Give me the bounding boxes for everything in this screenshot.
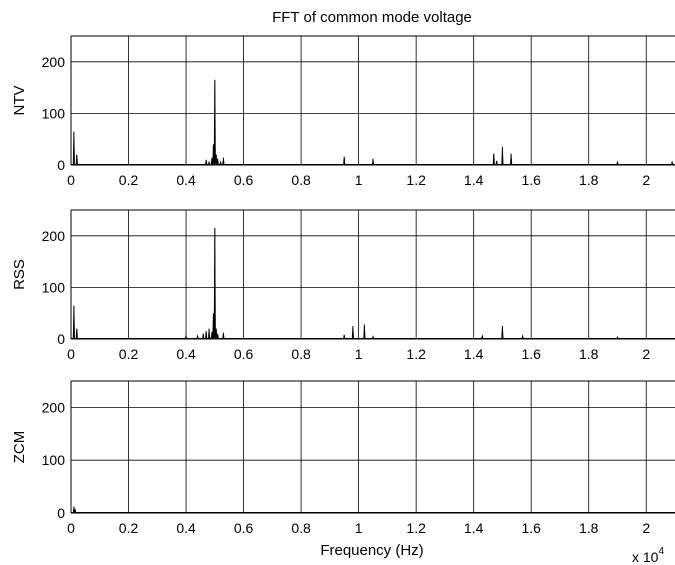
x-tick-label: 1.8 (579, 172, 599, 188)
x-tick-label: 0.4 (176, 346, 196, 362)
x-tick-label: 1.2 (406, 520, 426, 536)
x-tick-label: 1.4 (464, 520, 484, 536)
subplot-zcm: 0 100 200 0 0.2 0.4 0.6 0.8 1 1.2 1.4 1.6 1.8 2 ZCM (11, 380, 675, 536)
spectrum-line (71, 506, 675, 513)
x-tick-label: 0 (67, 520, 75, 536)
x-tick-label: 0.2 (119, 520, 139, 536)
y-tick-label: 0 (57, 331, 65, 347)
spectrum-line (71, 228, 675, 339)
x-tick-label: 1.8 (579, 346, 599, 362)
y-tick-label: 100 (42, 105, 66, 121)
y-tick-label: 0 (57, 157, 65, 173)
x-tick-label: 0.6 (234, 520, 254, 536)
x-tick-label: 0.4 (176, 172, 196, 188)
spectrum-line (71, 79, 675, 165)
x-multiplier-exponent: 4 (658, 546, 664, 557)
x-tick-label: 1.4 (464, 346, 484, 362)
x-tick-label: 0.8 (291, 172, 311, 188)
x-tick-label: 1.2 (406, 172, 426, 188)
x-tick-label: 1.6 (521, 520, 541, 536)
x-tick-label: 1 (355, 520, 363, 536)
x-tick-label: 0.4 (176, 520, 196, 536)
x-tick-label: 0.8 (291, 520, 311, 536)
x-tick-label: 0.8 (291, 346, 311, 362)
x-tick-label: 2 (642, 520, 650, 536)
y-tick-label: 200 (42, 399, 66, 415)
x-axis-label: Frequency (Hz) (320, 542, 423, 559)
x-tick-label: 1.6 (521, 346, 541, 362)
x-tick-label: 0.6 (234, 346, 254, 362)
x-tick-label: 0 (67, 172, 75, 188)
y-axis-label: RSS (11, 259, 28, 290)
x-multiplier-base: x 10 (632, 549, 659, 565)
x-tick-label: 1.6 (521, 172, 541, 188)
y-tick-label: 200 (42, 54, 66, 70)
y-tick-label: 200 (42, 228, 66, 244)
x-multiplier-label: x 104 (632, 546, 664, 565)
x-tick-label: 0.6 (234, 172, 254, 188)
y-tick-label: 100 (42, 279, 66, 295)
y-tick-label: 0 (57, 505, 65, 521)
chart-title: FFT of common mode voltage (272, 9, 472, 26)
y-tick-label: 100 (42, 452, 66, 468)
x-tick-label: 1.8 (579, 520, 599, 536)
subplot-rss: 0 100 200 0 0.2 0.4 0.6 0.8 1 1.2 1.4 1.6 1.8 2 RSS (11, 209, 675, 362)
x-tick-label: 0.2 (119, 172, 139, 188)
x-tick-label: 1.4 (464, 172, 484, 188)
x-tick-label: 1 (355, 346, 363, 362)
y-axis-label: ZCM (11, 431, 28, 464)
x-tick-label: 2 (642, 346, 650, 362)
y-axis-label: NTV (11, 86, 28, 116)
x-tick-label: 1 (355, 172, 363, 188)
x-tick-label: 1.2 (406, 346, 426, 362)
x-tick-label: 2 (642, 172, 650, 188)
subplot-ntv: 0 100 200 0 0.2 0.4 0.6 0.8 1 1.2 1.4 1.6 1.8 2 NTV (11, 35, 675, 188)
x-tick-label: 0 (67, 346, 75, 362)
x-tick-label: 0.2 (119, 346, 139, 362)
